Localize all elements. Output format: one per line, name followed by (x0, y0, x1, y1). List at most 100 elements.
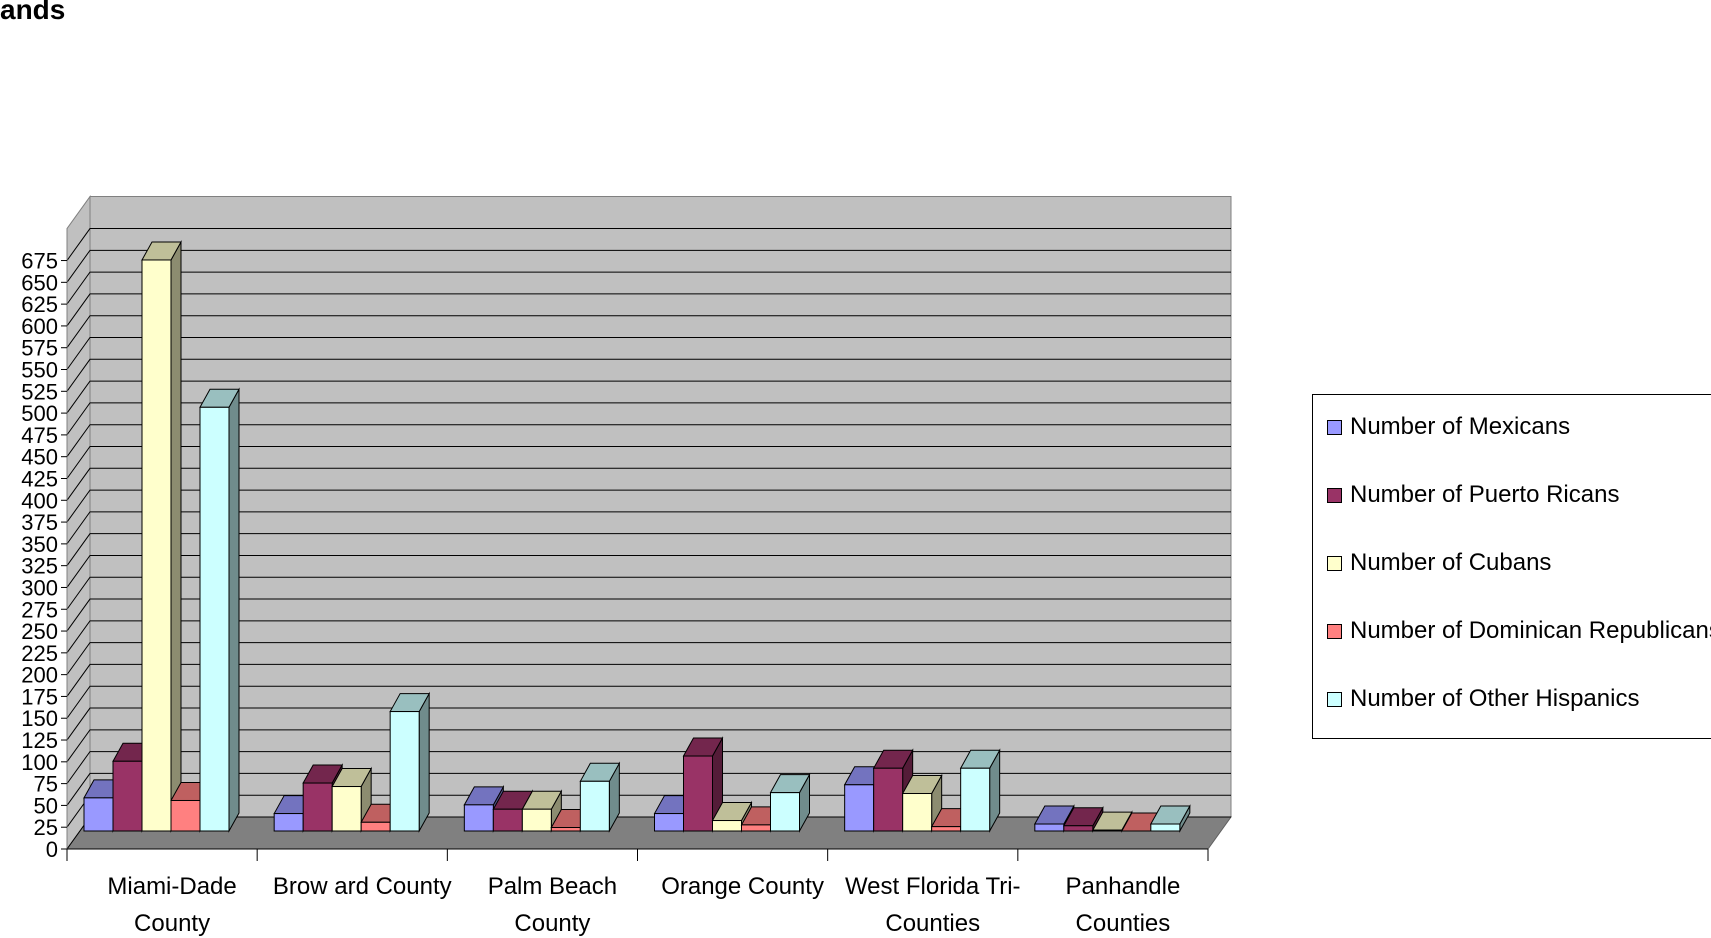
legend-label: Number of Puerto Ricans (1350, 481, 1620, 508)
gridline (66, 380, 1231, 414)
gridline (66, 707, 1231, 741)
x-category-label: Brow ard County (273, 873, 452, 900)
y-tick-label: 400 (21, 488, 58, 513)
bar-side (418, 691, 430, 833)
gridline (66, 685, 1231, 719)
legend-swatch (1327, 623, 1342, 639)
legend-item: Number of Dominican Republicans (1327, 617, 1711, 645)
bar (521, 789, 563, 833)
gridline (66, 228, 1231, 261)
y-tick-label: 225 (21, 641, 58, 666)
bar-front (141, 259, 172, 832)
gridline (66, 445, 1231, 479)
gridline (66, 358, 1231, 392)
y-tick-label: 550 (21, 358, 58, 383)
gridline (66, 293, 1231, 327)
gridline (66, 642, 1231, 675)
gridline (66, 402, 1231, 436)
bar-front (579, 780, 610, 832)
gridline (66, 424, 1231, 457)
y-tick-label: 650 (21, 270, 58, 295)
bar (959, 748, 1001, 833)
y-tick-label: 275 (21, 597, 58, 622)
bar-front (1150, 823, 1181, 832)
y-tick-label: 325 (21, 554, 58, 579)
y-tick-label: 150 (21, 706, 58, 731)
y-tick-label: 625 (21, 292, 58, 317)
bar-front (873, 767, 904, 832)
y-axis: 0255075100125150175200225250275300325350… (21, 228, 68, 862)
gridline (66, 751, 1231, 784)
x-category-label: Palm Beach (488, 873, 617, 900)
bar (682, 736, 724, 833)
y-tick-label: 0 (46, 837, 58, 862)
gridline (66, 554, 1231, 588)
y-tick-label: 350 (21, 532, 58, 557)
y-tick-label: 50 (34, 793, 58, 818)
bar-front (112, 760, 143, 832)
gridline (66, 511, 1231, 545)
legend-item: Number of Cubans (1327, 549, 1551, 577)
legend-label: Number of Dominican Republicans (1350, 617, 1711, 644)
gridline (66, 337, 1231, 370)
bar (389, 691, 431, 833)
bar-front (199, 406, 230, 832)
gridline (66, 598, 1231, 632)
x-category-label: County (134, 910, 210, 937)
legend-swatch (1327, 487, 1342, 503)
gridline (66, 489, 1231, 523)
bar (1149, 804, 1191, 833)
legend-swatch (1327, 555, 1342, 571)
x-category-label: Counties (1076, 910, 1171, 937)
legend-swatch (1327, 691, 1342, 707)
legend-item: Number of Mexicans (1327, 413, 1570, 441)
gridline (66, 249, 1231, 283)
back-wall (89, 196, 1232, 818)
bar (1062, 805, 1104, 833)
y-tick-label: 500 (21, 401, 58, 426)
bar-front (83, 797, 114, 832)
bar-front (273, 813, 304, 832)
legend-label: Number of Other Hispanics (1350, 685, 1640, 712)
legend-label: Number of Cubans (1350, 549, 1552, 576)
bar (579, 761, 621, 833)
bar (141, 240, 182, 833)
legend-item: Number of Puerto Ricans (1327, 481, 1619, 509)
bar-front (712, 820, 742, 832)
gridline (66, 271, 1231, 305)
y-tick-label: 125 (21, 728, 58, 753)
legend-label: Number of Mexicans (1350, 413, 1571, 440)
y-tick-label: 25 (34, 815, 58, 840)
gridline (66, 467, 1231, 501)
bar-front (331, 786, 362, 832)
bar-front (463, 804, 494, 832)
x-category-label: Counties (885, 910, 980, 937)
y-tick-label: 100 (21, 750, 58, 775)
bar-front (683, 755, 713, 832)
bar-front (1092, 829, 1123, 832)
x-category-label: Miami-Dade (107, 873, 236, 900)
x-category-label: Orange County (661, 873, 824, 900)
bar-front (170, 799, 201, 832)
legend-swatch (1327, 419, 1342, 435)
y-tick-label: 525 (21, 379, 58, 404)
gridline (66, 663, 1231, 697)
y-tick-label: 450 (21, 445, 58, 470)
bar (872, 748, 914, 833)
x-category-label: County (514, 910, 590, 937)
y-tick-label: 250 (21, 619, 58, 644)
gridline (66, 729, 1231, 763)
bar-front (654, 813, 684, 832)
gridline (66, 315, 1231, 349)
bar-front (902, 793, 933, 832)
legend-item: Number of Other Hispanics (1327, 685, 1639, 713)
y-tick-label: 675 (21, 249, 58, 274)
y-tick-label: 200 (21, 663, 58, 688)
gridline (66, 576, 1231, 610)
bar-side (170, 240, 182, 833)
bar-front (844, 784, 875, 832)
x-category-label: West Florida Tri- (845, 873, 1021, 900)
x-axis: Miami-Dade County Brow ard County Palm Beac… (66, 848, 1209, 937)
y-tick-label: 575 (21, 336, 58, 361)
